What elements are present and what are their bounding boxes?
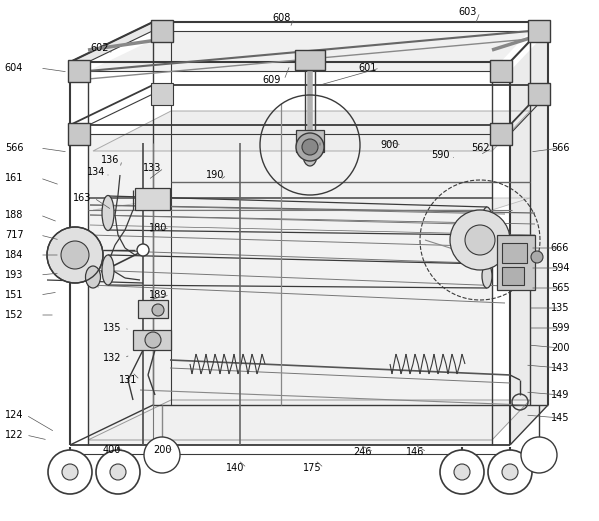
Text: 200: 200 <box>153 445 171 455</box>
Text: 135: 135 <box>103 323 121 333</box>
Circle shape <box>450 210 510 270</box>
Circle shape <box>61 241 89 269</box>
Circle shape <box>302 139 318 155</box>
Text: 193: 193 <box>5 270 23 280</box>
Circle shape <box>47 227 103 283</box>
Bar <box>502 243 527 263</box>
Circle shape <box>137 244 149 256</box>
Text: 666: 666 <box>551 243 569 253</box>
Text: 175: 175 <box>302 463 321 473</box>
Text: 135: 135 <box>550 303 569 313</box>
Text: 599: 599 <box>550 323 569 333</box>
Text: 900: 900 <box>381 140 399 150</box>
Circle shape <box>296 133 324 161</box>
Text: 180: 180 <box>149 223 167 233</box>
Circle shape <box>521 437 557 473</box>
Bar <box>490 123 512 145</box>
Bar <box>490 60 512 82</box>
Bar <box>528 83 550 105</box>
Polygon shape <box>510 31 548 445</box>
Text: 132: 132 <box>103 353 121 363</box>
Circle shape <box>152 304 164 316</box>
Circle shape <box>502 464 518 480</box>
Text: 122: 122 <box>5 430 23 440</box>
Circle shape <box>62 464 78 480</box>
Ellipse shape <box>102 195 114 230</box>
Text: 604: 604 <box>5 63 23 73</box>
Text: 152: 152 <box>5 310 23 320</box>
Text: 161: 161 <box>5 173 23 183</box>
Ellipse shape <box>102 255 114 285</box>
Bar <box>497 235 535 290</box>
Polygon shape <box>88 400 530 440</box>
Text: 717: 717 <box>5 230 23 240</box>
Text: 609: 609 <box>263 75 281 85</box>
Text: 565: 565 <box>550 283 569 293</box>
Circle shape <box>48 450 92 494</box>
Bar <box>151 83 173 105</box>
Text: 200: 200 <box>550 343 569 353</box>
Text: 562: 562 <box>471 143 489 153</box>
Text: 184: 184 <box>5 250 23 260</box>
Bar <box>296 130 324 152</box>
Text: 566: 566 <box>550 143 569 153</box>
Text: 145: 145 <box>550 413 569 423</box>
Text: 133: 133 <box>143 163 161 173</box>
Ellipse shape <box>86 266 101 288</box>
Circle shape <box>531 251 543 263</box>
Bar <box>68 123 90 145</box>
Text: 566: 566 <box>5 143 23 153</box>
Text: 149: 149 <box>551 390 569 400</box>
Bar <box>528 20 550 42</box>
Text: 124: 124 <box>5 410 23 420</box>
Circle shape <box>488 450 532 494</box>
Text: 143: 143 <box>551 363 569 373</box>
Circle shape <box>144 437 180 473</box>
Circle shape <box>440 450 484 494</box>
Text: 246: 246 <box>353 447 371 457</box>
Polygon shape <box>88 31 530 71</box>
Bar <box>502 267 524 285</box>
Text: 151: 151 <box>5 290 23 300</box>
Text: 188: 188 <box>5 210 23 220</box>
Text: 601: 601 <box>359 63 377 73</box>
Text: 134: 134 <box>87 167 105 177</box>
Polygon shape <box>70 22 171 62</box>
Circle shape <box>145 332 161 348</box>
Bar <box>138 300 168 318</box>
Text: 136: 136 <box>101 155 119 165</box>
Text: 140: 140 <box>226 463 244 473</box>
Text: 146: 146 <box>406 447 424 457</box>
Polygon shape <box>88 134 492 445</box>
Text: 189: 189 <box>149 290 167 300</box>
Text: 608: 608 <box>273 13 291 23</box>
Polygon shape <box>93 198 530 210</box>
Ellipse shape <box>482 264 492 288</box>
Bar <box>133 330 171 350</box>
Text: 190: 190 <box>206 170 224 180</box>
Text: 131: 131 <box>119 375 137 385</box>
Bar <box>295 50 325 70</box>
Circle shape <box>110 464 126 480</box>
Text: 603: 603 <box>459 7 477 17</box>
Text: 400: 400 <box>103 445 121 455</box>
Text: 590: 590 <box>431 150 449 160</box>
Bar <box>151 20 173 42</box>
Bar <box>68 60 90 82</box>
Text: 197: 197 <box>299 143 317 153</box>
Text: 602: 602 <box>91 43 109 53</box>
Ellipse shape <box>303 144 317 166</box>
Ellipse shape <box>482 207 492 235</box>
Bar <box>135 188 170 210</box>
Circle shape <box>465 225 495 255</box>
Circle shape <box>454 464 470 480</box>
Circle shape <box>96 450 140 494</box>
Text: 594: 594 <box>550 263 569 273</box>
Text: 163: 163 <box>73 193 91 203</box>
Polygon shape <box>93 111 530 151</box>
